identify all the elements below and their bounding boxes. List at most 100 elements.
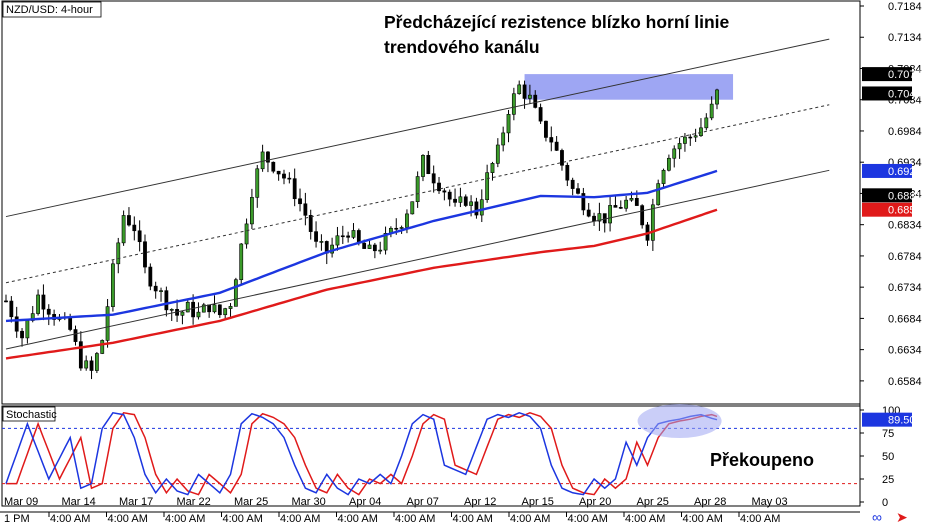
price-tick-label: 0.6584 — [888, 376, 922, 388]
candle-body — [191, 301, 196, 318]
time-label: 4:00 AM — [165, 513, 205, 525]
candle-body — [383, 233, 388, 251]
price-badge-label: 0.7075 — [888, 69, 922, 81]
candle-body — [602, 213, 607, 224]
candle-body — [586, 209, 591, 217]
candle-body — [527, 94, 532, 99]
candle-body — [94, 353, 99, 371]
candle-body — [437, 182, 441, 192]
candle-body — [250, 197, 254, 225]
candle-body — [30, 313, 35, 321]
candle-body — [672, 148, 677, 159]
price-tick-label: 0.6684 — [888, 313, 922, 325]
candle-body — [346, 235, 351, 238]
candle-body — [362, 242, 367, 249]
moving-average-1 — [5, 169, 718, 323]
time-label: 4:00 AM — [683, 513, 723, 525]
time-label: 4:00 AM — [453, 513, 493, 525]
link-icon: ∞ — [872, 509, 882, 525]
candle-body — [127, 215, 131, 226]
candle-body — [255, 168, 260, 198]
candle-body — [308, 215, 313, 232]
stochastic-tick-label: 0 — [882, 497, 888, 509]
candle-body — [608, 205, 612, 224]
candle-body — [688, 136, 693, 139]
candle-body — [121, 215, 126, 244]
price-badge — [862, 67, 912, 82]
candle-body — [661, 169, 666, 184]
price-badge — [862, 86, 912, 101]
candle-body — [699, 127, 703, 137]
candle-body — [709, 103, 714, 119]
candle-body — [84, 360, 89, 369]
time-label: 4:00 AM — [568, 513, 608, 525]
candle-body — [453, 198, 457, 203]
candle-body — [421, 155, 425, 177]
date-label: Apr 28 — [694, 496, 726, 508]
candle-body — [565, 164, 570, 181]
candle-body — [629, 198, 634, 201]
candle-body — [544, 120, 548, 138]
stochastic-badge — [862, 412, 912, 427]
candle-body — [180, 311, 185, 316]
price-tick-label: 0.6784 — [888, 251, 922, 263]
candle-body — [159, 290, 163, 292]
price-panel — [1, 0, 861, 405]
candle-body — [378, 249, 383, 252]
candle-body — [36, 294, 40, 314]
candle-body — [111, 263, 115, 307]
candle-body — [116, 242, 121, 265]
candle-body — [319, 241, 324, 243]
candle-body — [148, 266, 153, 287]
candle-body — [287, 177, 292, 180]
time-label: 4:00 AM — [395, 513, 435, 525]
candle-body — [506, 114, 511, 134]
candle-body — [143, 241, 147, 268]
price-badge-label: 0.6881 — [888, 190, 922, 202]
candle-body — [217, 304, 222, 316]
candle-body — [426, 155, 431, 175]
candle-body — [592, 215, 596, 222]
candle-body — [485, 172, 490, 200]
date-label: Mar 14 — [62, 496, 96, 508]
candle-body — [201, 304, 206, 313]
candle-body — [511, 93, 516, 115]
candle-body — [73, 329, 78, 342]
price-badge-label: 0.6858 — [888, 205, 922, 217]
price-tick-label: 0.6984 — [888, 126, 922, 138]
candles — [4, 80, 719, 380]
candle-body — [704, 117, 709, 129]
candle-body — [68, 317, 73, 330]
candle-body — [549, 137, 554, 143]
candle-body — [276, 170, 281, 175]
price-tick-label: 0.6734 — [888, 282, 922, 294]
candle-body — [340, 235, 345, 238]
candle-body — [490, 163, 495, 173]
candle-body — [495, 144, 500, 164]
stochastic-badge-label: 89.50 — [888, 415, 916, 427]
candle-body — [233, 279, 238, 307]
candle-body — [570, 179, 575, 189]
candle-body — [105, 306, 110, 341]
date-label: Apr 12 — [464, 496, 496, 508]
candle-body — [469, 201, 473, 206]
candle-body — [100, 340, 105, 354]
candle-body — [683, 136, 687, 144]
candle-body — [89, 360, 94, 371]
candle-body — [479, 199, 484, 216]
candle-body — [517, 84, 522, 95]
candle-body — [46, 308, 51, 315]
annotation-resistance-line2: trendového kanálu — [384, 37, 540, 57]
candle-body — [78, 341, 83, 369]
candle-body — [634, 198, 639, 206]
date-label: Apr 04 — [349, 496, 381, 508]
channel-upper-line — [5, 38, 830, 218]
candle-body — [223, 308, 228, 316]
candle-body — [137, 230, 142, 243]
candle-body — [14, 316, 19, 332]
candle-body — [618, 207, 623, 209]
annotation-resistance: Předcházející rezistence blízko horní li… — [384, 10, 824, 60]
candle-body — [372, 244, 377, 252]
